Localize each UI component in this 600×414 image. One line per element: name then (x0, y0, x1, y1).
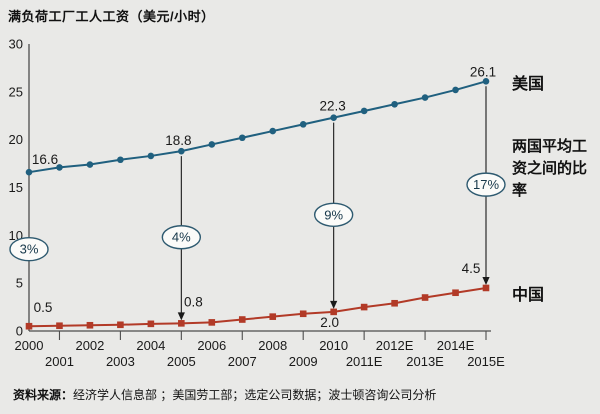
svg-text:17%: 17% (473, 177, 499, 192)
data-labels: 16.6 18.8 22.3 26.1 0.5 0.8 2.0 4.5 (32, 64, 496, 330)
svg-text:4.5: 4.5 (462, 261, 481, 276)
svg-text:3%: 3% (20, 242, 39, 257)
us-series (25, 78, 490, 176)
svg-text:2014E: 2014E (437, 338, 475, 353)
svg-text:0.5: 0.5 (34, 300, 53, 315)
svg-text:26.1: 26.1 (470, 64, 496, 79)
wage-line-chart: 0510152025302000200120022003200420052006… (9, 37, 506, 369)
svg-text:30: 30 (9, 37, 23, 52)
svg-text:2003: 2003 (106, 354, 135, 369)
china-series (25, 284, 490, 330)
svg-text:4%: 4% (172, 230, 191, 245)
svg-text:25: 25 (9, 84, 23, 99)
svg-text:2000: 2000 (15, 338, 44, 353)
svg-text:0: 0 (16, 324, 23, 339)
svg-text:2007: 2007 (228, 354, 257, 369)
svg-text:15: 15 (9, 180, 23, 195)
svg-text:20: 20 (9, 132, 23, 147)
ratio-ovals: 3% 4% 9% 17% (9, 172, 506, 262)
svg-text:2005: 2005 (167, 354, 196, 369)
svg-text:2.0: 2.0 (320, 315, 339, 330)
source-note: 资料来源：经济学人信息部 ；美国劳工部；选定公司数据；波士顿咨询公司分析 (13, 386, 436, 403)
chart-title: 满负荷工厂工人工资（美元/小时） (8, 9, 215, 24)
svg-text:9%: 9% (324, 207, 343, 222)
svg-text:2004: 2004 (136, 338, 165, 353)
source-prefix: 资料来源： (13, 388, 74, 402)
svg-text:2001: 2001 (45, 354, 74, 369)
svg-text:2011E: 2011E (346, 354, 383, 369)
svg-text:2015E: 2015E (467, 354, 505, 369)
svg-text:2012E: 2012E (376, 338, 414, 353)
series-label-us: 美国 (512, 76, 545, 93)
svg-text:18.8: 18.8 (165, 133, 191, 148)
svg-text:2006: 2006 (197, 338, 226, 353)
svg-text:16.6: 16.6 (32, 152, 58, 167)
svg-text:2008: 2008 (258, 338, 287, 353)
axes (28, 44, 491, 340)
svg-text:0.8: 0.8 (184, 294, 203, 309)
svg-text:2010: 2010 (319, 338, 348, 353)
ratio-description-label: 两国平均工资之间的比率 (512, 138, 588, 199)
series-label-china: 中国 (512, 287, 545, 304)
source-text: 经济学人信息部 ；美国劳工部；选定公司数据；波士顿咨询公司分析 (73, 388, 437, 402)
svg-text:2009: 2009 (289, 354, 318, 369)
x-axis-labels: 2000200120022003200420052006200720082009… (15, 338, 506, 369)
svg-text:2002: 2002 (75, 338, 104, 353)
svg-text:5: 5 (16, 276, 23, 291)
svg-text:2013E: 2013E (406, 354, 444, 369)
svg-text:22.3: 22.3 (320, 99, 346, 114)
